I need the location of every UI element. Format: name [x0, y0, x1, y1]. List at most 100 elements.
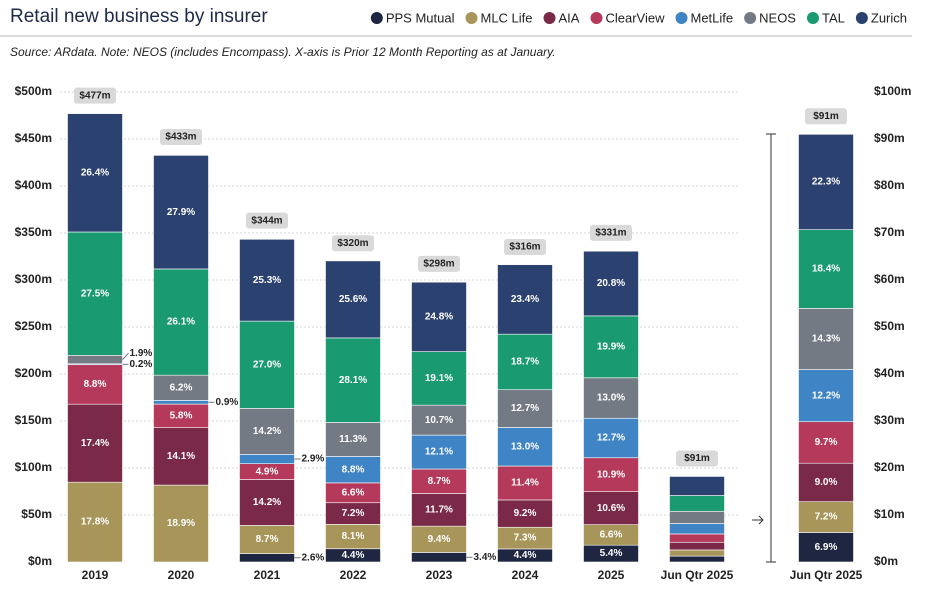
- bar-segment: [669, 495, 725, 512]
- outside-label: 1.9%: [130, 348, 153, 359]
- x-tick-label: Jun Qtr 2025: [790, 568, 863, 582]
- bar-segment: [669, 555, 725, 563]
- segment-label: 12.7%: [511, 403, 539, 414]
- segment-label: 4.4%: [342, 550, 365, 561]
- segment-label: 18.9%: [167, 518, 195, 529]
- bar-segment: [669, 510, 725, 524]
- bar-segment: [239, 553, 295, 563]
- bar-segment: [669, 533, 725, 543]
- legend-label: NEOS: [759, 10, 796, 25]
- total-label: $344m: [251, 215, 282, 226]
- segment-label: 26.1%: [167, 317, 195, 328]
- bar-segment: [325, 422, 381, 457]
- legend-label: Zurich: [871, 10, 907, 25]
- x-tick-label: 2020: [168, 568, 195, 582]
- segment-label: 4.9%: [256, 466, 279, 477]
- segment-label: 14.1%: [167, 451, 195, 462]
- segment-label: 6.6%: [342, 487, 365, 498]
- segment-label: 7.3%: [514, 533, 537, 544]
- bar-segment: [497, 465, 553, 501]
- segment-label: 6.9%: [815, 542, 838, 553]
- bar-segment: [583, 250, 639, 317]
- segment-label: 8.7%: [428, 476, 451, 487]
- segment-label: 14.3%: [812, 334, 840, 345]
- bar-segment: [583, 417, 639, 459]
- bar-segment: [325, 260, 381, 339]
- segment-label: 4.4%: [514, 550, 537, 561]
- bar-segment: [153, 374, 209, 401]
- x-tick-label: Jun Qtr 2025: [661, 568, 734, 582]
- total-label: $298m: [423, 259, 454, 270]
- legend-label: MetLife: [691, 10, 734, 25]
- x-tick-label: 2022: [340, 568, 367, 582]
- bar-segment: [798, 229, 854, 309]
- segment-label: 14.2%: [253, 497, 281, 508]
- bar-segment: [67, 403, 123, 483]
- total-label: $91m: [813, 111, 839, 122]
- bar-segment: [67, 113, 123, 233]
- segment-label: 23.4%: [511, 294, 539, 305]
- bar-segment: [411, 525, 467, 553]
- total-label: $316m: [509, 242, 540, 253]
- bar-segment: [239, 479, 295, 526]
- legend-swatch: [370, 12, 383, 24]
- bar-segment: [153, 427, 209, 486]
- y-tick-label: $300m: [15, 272, 52, 286]
- total-badge: [504, 238, 546, 255]
- y-tick-label: $20m: [874, 460, 905, 474]
- segment-label: 13.0%: [597, 393, 625, 404]
- bar-segment: [497, 427, 553, 467]
- bar-segment: [239, 408, 295, 455]
- outside-label: 2.9%: [302, 454, 325, 465]
- segment-label: 19.9%: [597, 341, 625, 352]
- segment-label: 13.0%: [511, 441, 539, 452]
- segment-label: 28.1%: [339, 375, 367, 386]
- segment-label: 9.7%: [815, 437, 838, 448]
- total-label: $331m: [595, 228, 626, 239]
- y-tick-label: $90m: [874, 131, 905, 145]
- bar-segment: [583, 491, 639, 525]
- segment-label: 18.4%: [812, 264, 840, 275]
- bar-segment: [798, 421, 854, 464]
- y-tick-label: $250m: [15, 319, 52, 333]
- bar-segment: [153, 484, 209, 563]
- segment-label: 11.4%: [511, 478, 539, 489]
- segment-label: 24.8%: [425, 312, 453, 323]
- segment-label: 27.0%: [253, 359, 281, 370]
- y-tick-label: $0m: [28, 554, 52, 568]
- segment-label: 20.8%: [597, 278, 625, 289]
- segment-label: 22.3%: [812, 177, 840, 188]
- y-tick-label: $100m: [15, 460, 52, 474]
- segment-label: 7.2%: [815, 512, 838, 523]
- y-tick-label: $450m: [15, 131, 52, 145]
- bar-segment: [239, 454, 295, 464]
- y-tick-label: $40m: [874, 366, 905, 380]
- bar-segment: [411, 351, 467, 406]
- bar-segment: [239, 320, 295, 409]
- segment-label: 6.6%: [600, 530, 623, 541]
- segment-label: 9.0%: [815, 477, 838, 488]
- y-tick-label: $400m: [15, 178, 52, 192]
- bar-segment: [67, 354, 123, 365]
- segment-label: 5.4%: [600, 548, 623, 559]
- legend-swatch: [543, 12, 556, 24]
- bar-segment: [67, 364, 123, 405]
- y-tick-label: $10m: [874, 507, 905, 521]
- bar-segment: [325, 524, 381, 550]
- bar-segment: [497, 264, 553, 335]
- outside-label: 2.6%: [302, 552, 325, 563]
- legend-swatch: [806, 12, 819, 24]
- total-badge: [805, 108, 847, 125]
- x-tick-label: 2024: [512, 568, 539, 582]
- bracket: [752, 133, 776, 563]
- legend-swatch: [744, 12, 757, 24]
- bar-segment: [669, 541, 725, 551]
- y-tick-label: $100m: [874, 84, 911, 98]
- total-badge: [160, 128, 202, 145]
- legend-swatch: [590, 12, 603, 24]
- segment-label: 8.8%: [84, 379, 107, 390]
- y-tick-label: $350m: [15, 225, 52, 239]
- x-tick-label: 2021: [254, 568, 281, 582]
- segment-label: 10.6%: [597, 503, 625, 514]
